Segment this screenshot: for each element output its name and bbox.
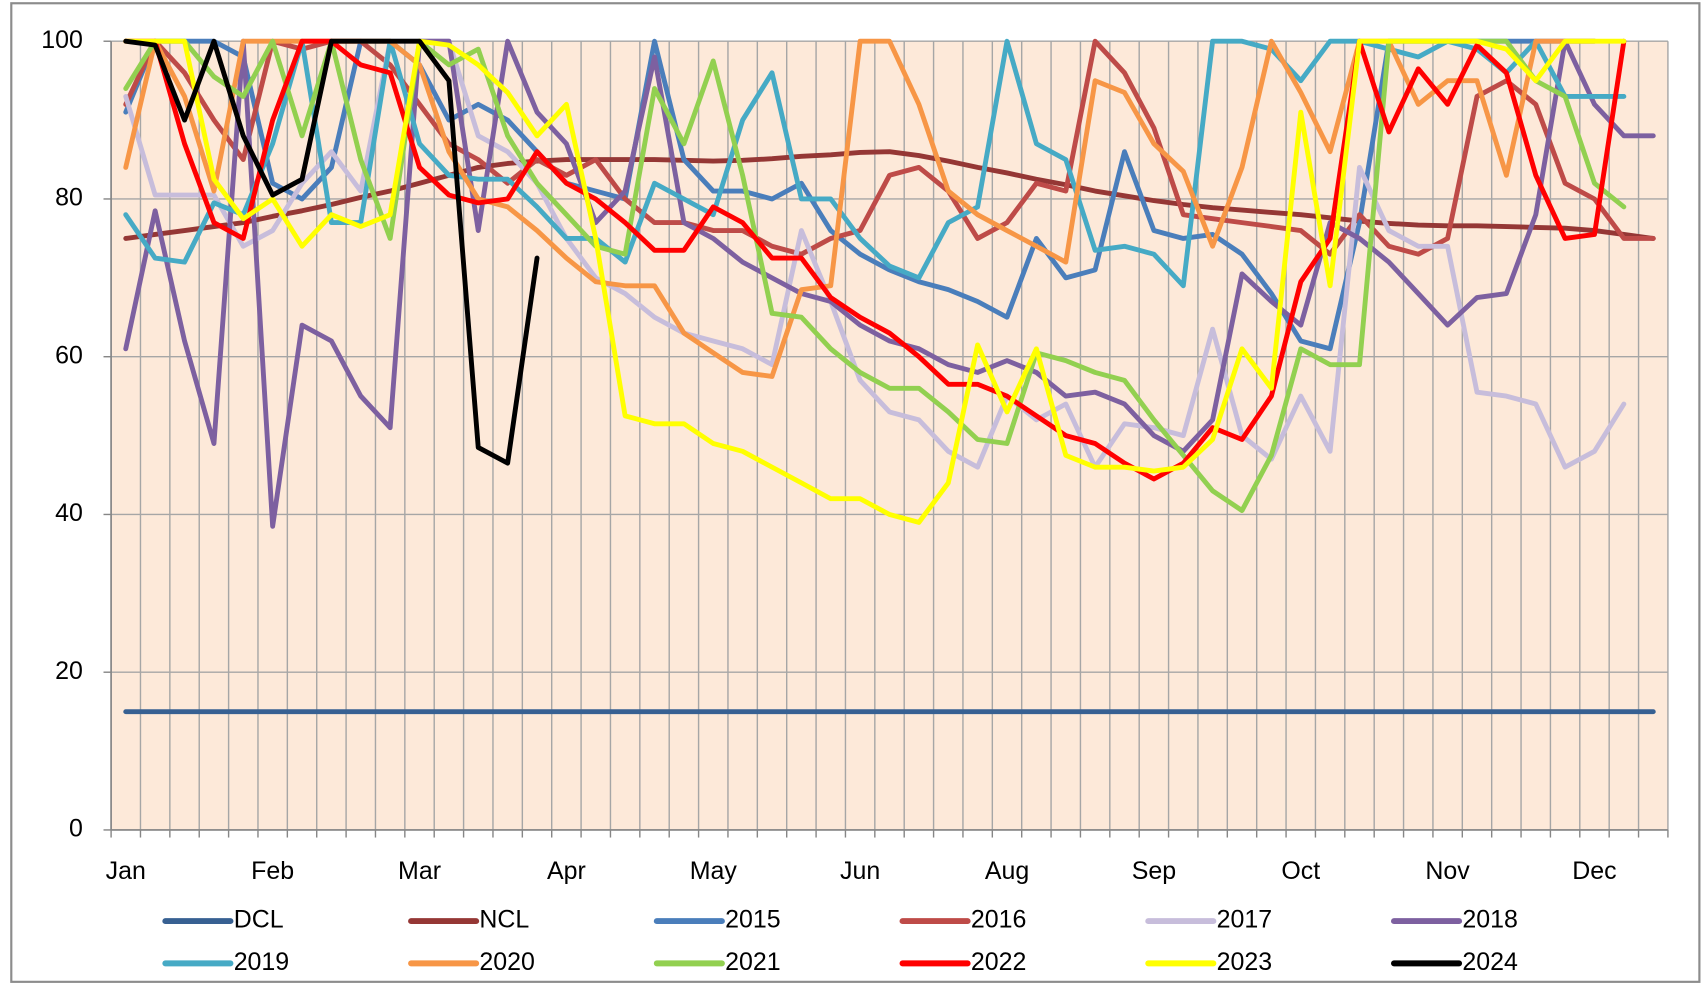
y-tick-label: 80 [55, 184, 83, 212]
x-tick-label: Oct [1281, 857, 1320, 885]
series-line [123, 38, 1627, 289]
x-tick-label: Apr [547, 857, 586, 885]
x-tick-label: Jun [840, 857, 880, 885]
legend-label: 2021 [725, 948, 780, 976]
legend-label: 2022 [971, 948, 1026, 976]
x-tick-label: May [690, 857, 738, 885]
legend-label: NCL [479, 906, 529, 934]
x-tick-label: Nov [1425, 857, 1470, 885]
x-tick-label: Jan [106, 857, 146, 885]
legend-label: 2024 [1462, 948, 1518, 976]
y-tick-label: 40 [55, 499, 83, 527]
x-tick-label: Mar [398, 857, 441, 885]
y-tick-label: 0 [69, 815, 83, 843]
legend-label: 2017 [1217, 906, 1272, 934]
legend-label: 2019 [234, 948, 289, 976]
series-line [123, 38, 1627, 525]
x-tick-label: Feb [251, 857, 294, 885]
series-line [123, 38, 1656, 529]
x-tick-label: Sep [1132, 857, 1176, 885]
series-line [123, 38, 1627, 482]
series-line [123, 149, 1656, 241]
legend-label: 2016 [971, 906, 1026, 934]
legend-label: 2023 [1217, 948, 1272, 976]
legend-label: 2020 [479, 948, 534, 976]
series-line [123, 38, 1627, 513]
series-line [123, 38, 540, 466]
x-tick-label: Dec [1572, 857, 1616, 885]
series-line [123, 38, 1656, 257]
x-tick-label: Aug [985, 857, 1029, 885]
legend-label: DCL [234, 906, 284, 934]
legend-label: 2015 [725, 906, 780, 934]
y-tick-label: 20 [55, 657, 83, 685]
legend-label: 2018 [1462, 906, 1517, 934]
y-tick-label: 100 [41, 26, 83, 54]
y-tick-label: 60 [55, 341, 83, 369]
